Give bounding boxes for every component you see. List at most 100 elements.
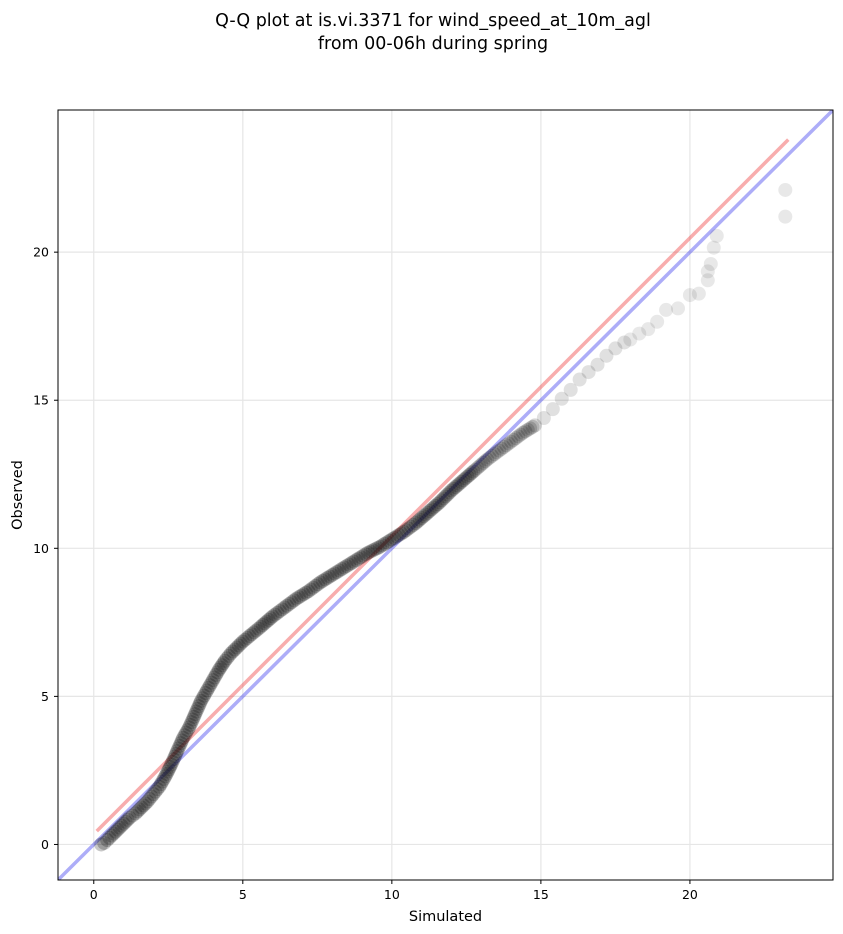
qq-point [310,577,325,592]
qq-point [313,575,328,590]
qq-point [444,483,459,498]
qq-point [330,565,344,579]
qq-point [518,424,533,439]
qq-point [97,835,112,850]
qq-points [94,182,793,852]
qq-point [200,683,215,698]
qq-point [353,550,368,565]
qq-point [197,688,212,703]
y-tick-label: 15 [33,393,49,408]
qq-point [418,507,433,522]
qq-point [572,372,587,387]
qq-point [778,182,793,197]
qq-point [164,757,179,772]
qq-point [272,604,287,619]
qq-point [617,335,632,350]
qq-point [156,771,171,786]
qq-point [506,432,521,447]
qq-point [100,833,115,848]
qq-point [501,436,516,451]
y-axis-label: Observed [10,460,26,530]
qq-point [244,627,259,642]
qq-point [112,820,127,835]
qq-point [203,678,218,693]
x-axis-label: Simulated [409,909,482,925]
qq-point [170,744,185,759]
qq-point [159,766,174,781]
qq-point [179,725,194,740]
qq-point [233,636,248,651]
qq-point [581,365,596,380]
qq-point [480,452,495,467]
qq-point [303,582,318,597]
qq-point [296,587,311,602]
qq-point [186,709,201,724]
qq-point [166,752,181,767]
qq-point [125,808,140,823]
qq-point [700,273,715,288]
qq-point [426,500,441,515]
identity-line [58,110,833,880]
qq-point [177,728,192,743]
qq-point [375,538,390,553]
qq-point [516,425,530,440]
qq-point [270,605,285,620]
qq-point [476,455,491,470]
qq-point [221,648,236,663]
qq-point [158,769,173,784]
qq-point [294,588,309,603]
qq-point [322,569,337,584]
qq-point [320,570,335,585]
qq-point [389,529,404,544]
qq-point [195,691,210,706]
x-tick-label: 10 [384,887,400,902]
qq-point [306,580,321,595]
qq-point [194,693,209,708]
qq-point [482,450,497,465]
qq-point [339,559,354,574]
qq-point [192,696,207,711]
qq-point [650,314,665,329]
qq-point [358,547,373,562]
qq-point [599,348,614,363]
x-tick-label: 15 [533,887,549,902]
qq-point [259,614,274,629]
qq-point [448,480,463,495]
qq-point [160,764,175,779]
qq-point [114,818,129,833]
qq-point [499,438,514,453]
qq-point [130,804,145,819]
qq-point [408,516,423,531]
qq-point [361,545,375,560]
qq-point [440,487,455,502]
qq-point [474,457,489,472]
qq-point [211,662,226,677]
qq-point [183,717,198,732]
qq-point [275,602,290,617]
qq-point [682,288,697,303]
qq-point [291,590,306,605]
qq-point [201,680,216,695]
qq-point [231,638,246,653]
qq-point [172,738,187,753]
qq-point [251,621,266,636]
qq-point [430,497,445,512]
qq-point [460,469,475,484]
qq-point [102,830,117,845]
qq-point [136,798,151,813]
qq-point [155,774,170,789]
qq-point [118,814,133,829]
qq-point [489,445,504,460]
qq-point [706,240,721,255]
qq-point [641,322,656,337]
qq-point [161,762,176,777]
qq-point [372,539,387,554]
qq-point [132,802,147,817]
qq-point [142,792,157,807]
qq-point [182,720,197,735]
qq-point [778,209,793,224]
qq-point [511,429,526,444]
qq-point [446,481,461,496]
